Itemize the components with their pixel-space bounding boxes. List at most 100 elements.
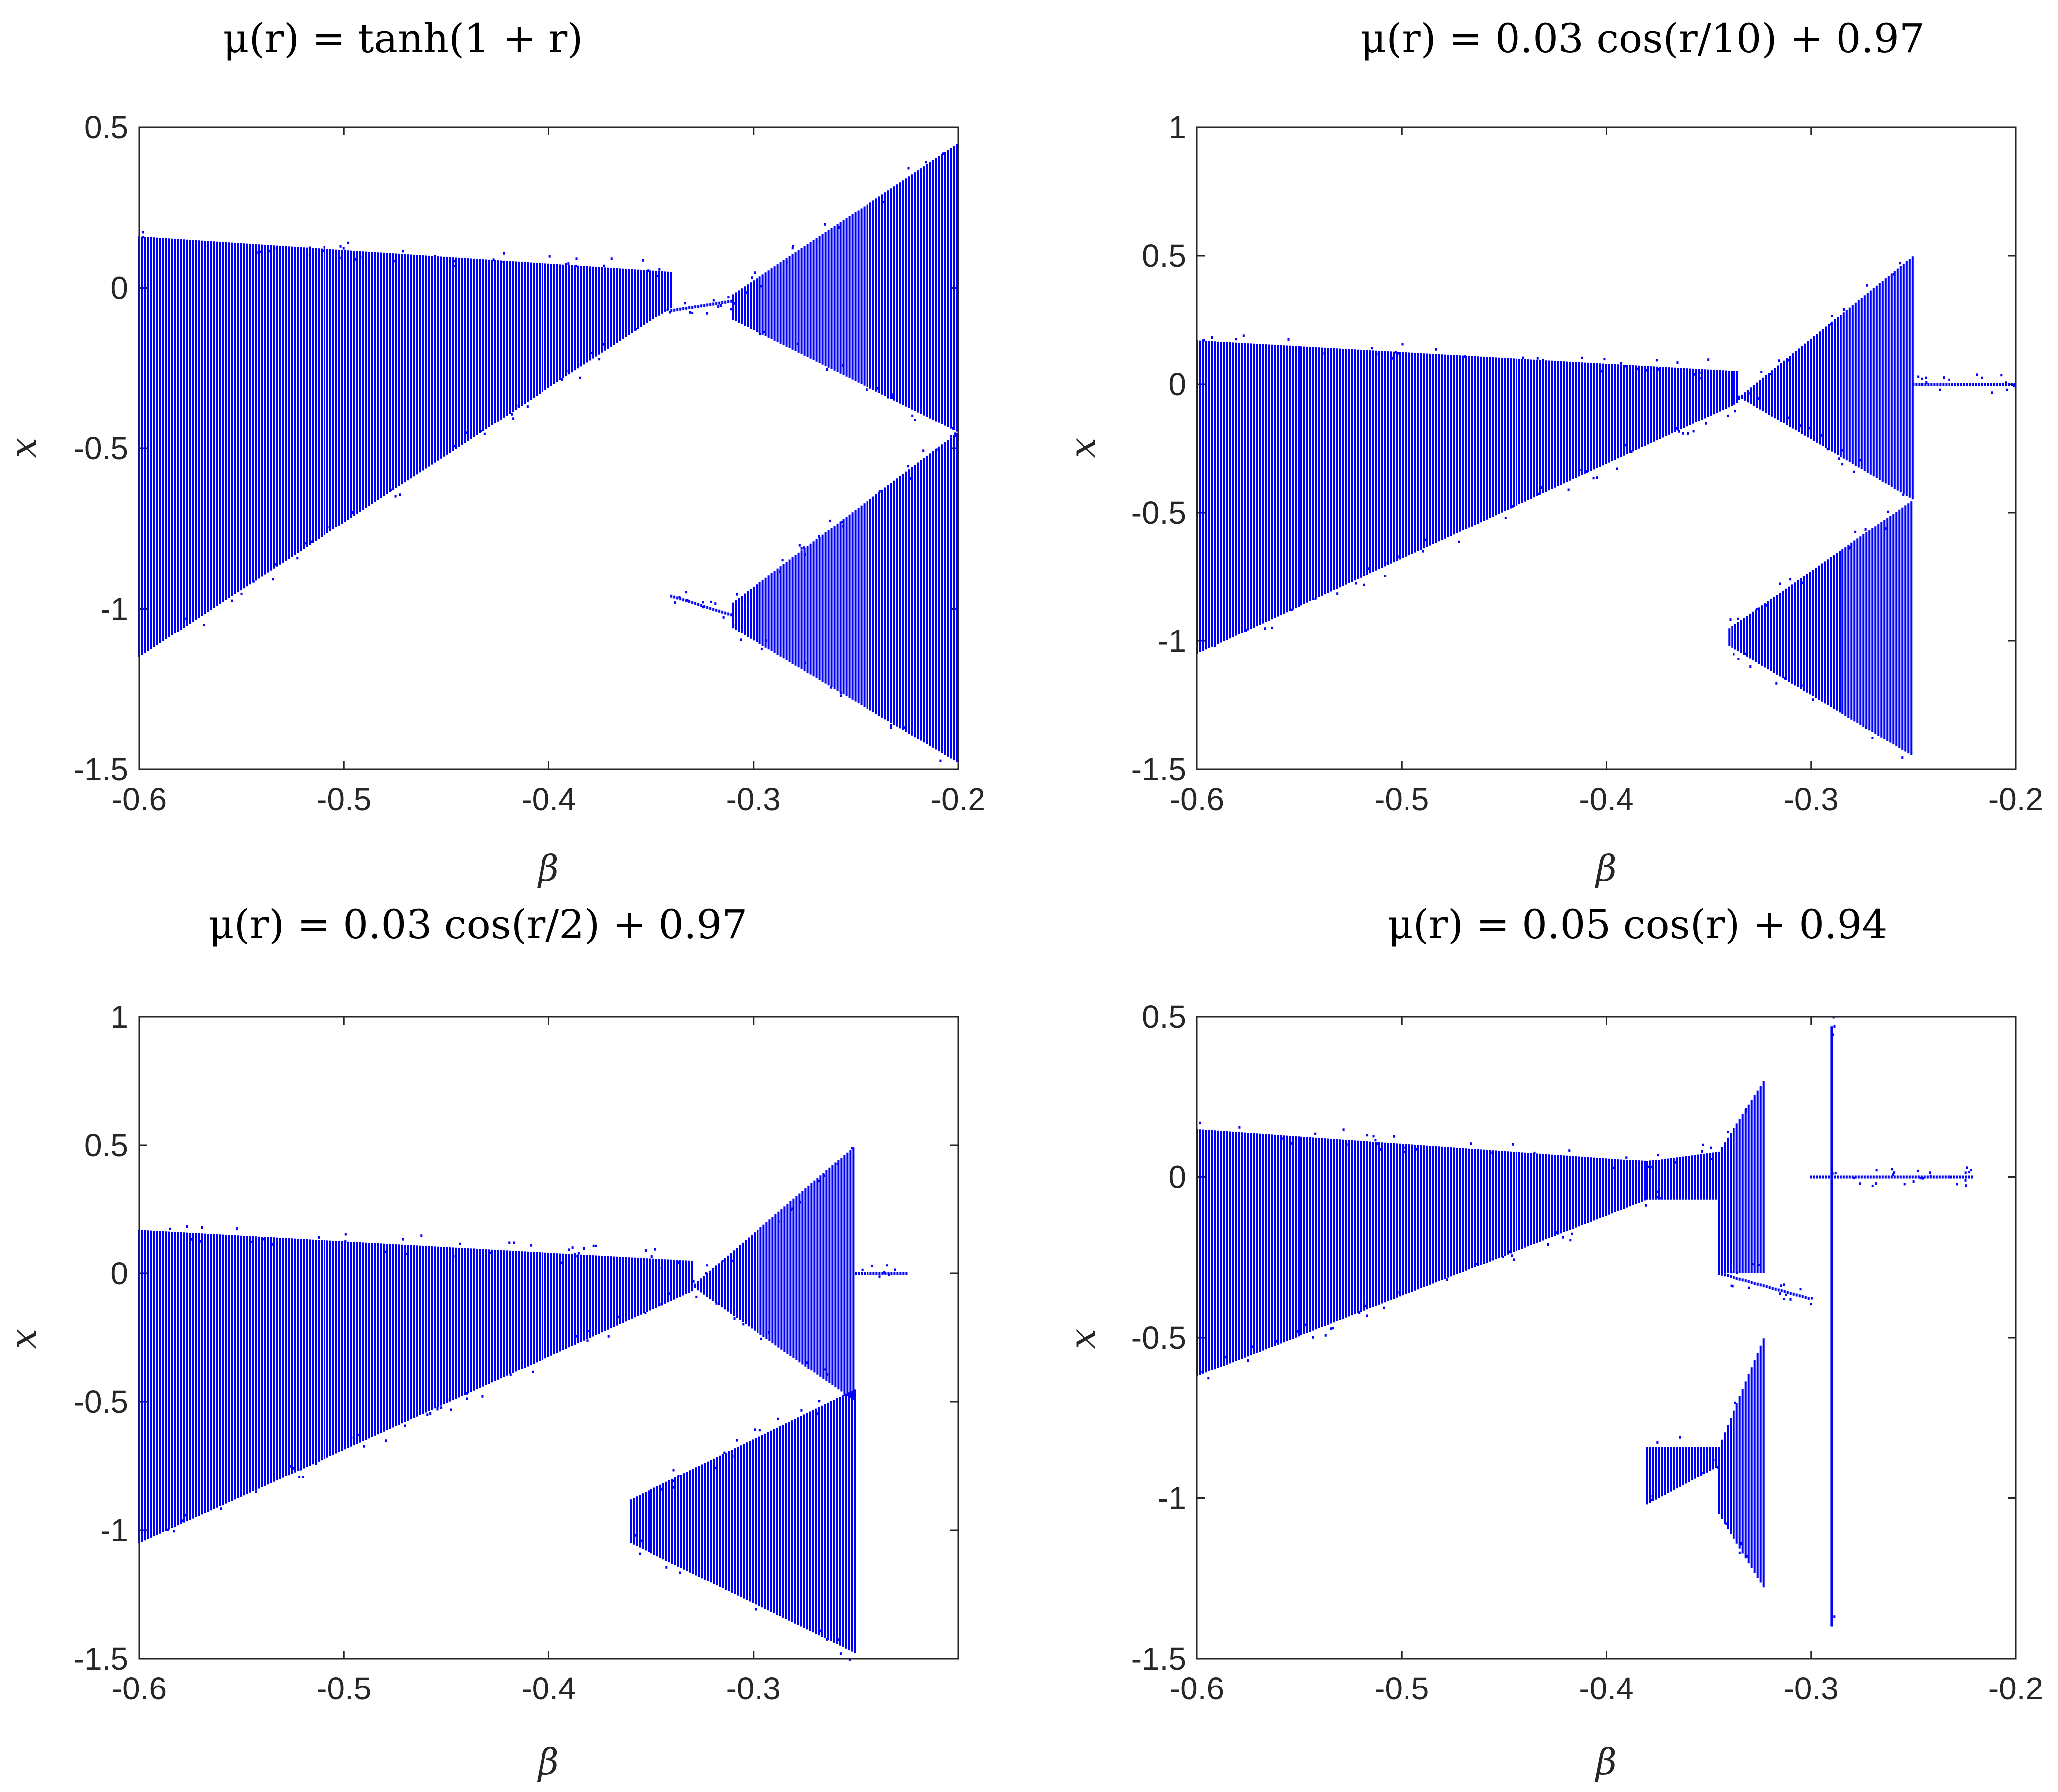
x-tick-label: -0.3: [1784, 1671, 1839, 1706]
scatter-points: [1832, 1016, 1836, 1618]
bifurcation-region: [1718, 1338, 1765, 1588]
scatter-points: [861, 1264, 896, 1278]
y-tick-label: 0: [110, 270, 128, 306]
scatter-points: [734, 435, 952, 762]
x-tick-label: -0.4: [1579, 781, 1633, 817]
y-tick-label: 0.5: [84, 109, 128, 145]
panel-3: μ(r) = 0.03 cos(r/2) + 0.97 -0.6 -0.5 -0.4…: [2, 901, 959, 1783]
bifurcation-region: [670, 299, 733, 312]
scatter-points: [1831, 1166, 1972, 1187]
x-tick-label: -0.4: [521, 1671, 576, 1706]
y-tick-label: -0.5: [1131, 1320, 1186, 1356]
panel-2-ticks: -0.6 -0.5 -0.4 -0.3 -0.2 -1.5 -1 -0.5 0 0.5 1: [1131, 109, 2043, 817]
bifurcation-region: [1718, 1272, 1810, 1300]
y-tick-label: 0: [110, 1256, 128, 1291]
panel-2: μ(r) = 0.03 cos(r/10) + 0.97 -0.6 -0.5 -0.…: [1062, 15, 2043, 889]
y-tick-label: -1.5: [1131, 751, 1186, 787]
y-tick-label: -1: [1158, 1480, 1186, 1516]
panel-4-axes: [1196, 1016, 2017, 1660]
scatter-points: [684, 296, 732, 315]
bifurcation-region: [1810, 1175, 1973, 1179]
panel-3-data: [138, 1147, 908, 1661]
bifurcation-region: [1646, 1152, 1717, 1200]
scatter-points: [674, 591, 725, 619]
y-tick-label: 0.5: [1142, 999, 1186, 1035]
panel-3-ticks: -0.6 -0.5 -0.4 -0.3 -1.5 -1 -0.5 0 0.5 1: [74, 999, 958, 1706]
scatter-points: [1917, 373, 2015, 394]
panel-1: μ(r) = tanh(1 + r) -0.6 -0.5 -0.4 -0.3 -0.2-…: [2, 15, 985, 889]
y-tick-label: -0.5: [74, 430, 128, 466]
panel-2-ylabel: x: [1062, 438, 1103, 458]
scatter-points: [1199, 1121, 1649, 1380]
x-tick-label: -0.3: [1784, 781, 1839, 817]
x-tick-label: -0.4: [1579, 1671, 1633, 1706]
y-tick-label: -1.5: [1131, 1641, 1186, 1677]
bifurcation-region: [1728, 501, 1913, 755]
y-tick-label: 0: [1168, 1160, 1186, 1195]
panel-3-xlabel: β: [537, 1741, 559, 1783]
bifurcation-region: [138, 1230, 693, 1543]
panel-1-title: μ(r) = tanh(1 + r): [223, 15, 583, 62]
y-tick-label: 0.5: [84, 1127, 128, 1163]
x-tick-label: -0.6: [112, 781, 167, 817]
panel-4-data: [1196, 1016, 1973, 1627]
panel-1-ylabel: x: [2, 438, 44, 458]
bifurcation-region: [1646, 1447, 1717, 1505]
panel-1-data: [138, 144, 959, 762]
scatter-points: [1749, 262, 1905, 496]
x-tick-label: -0.5: [1374, 781, 1429, 817]
x-tick-label: -0.3: [726, 1671, 781, 1706]
panel-2-xlabel: β: [1594, 847, 1617, 889]
panel-4: μ(r) = 0.05 cos(r) + 0.94 -0.6 -0.5 -0.4 -0…: [1062, 901, 2043, 1783]
bifurcation-region: [670, 594, 733, 617]
y-tick-label: -1: [100, 591, 128, 627]
scatter-points: [142, 231, 671, 627]
y-tick-label: -1.5: [74, 1641, 128, 1677]
panel-2-axes: [1196, 126, 2017, 770]
x-tick-label: -0.5: [317, 781, 371, 817]
scatter-points: [1202, 334, 1740, 647]
x-tick-label: -0.2: [931, 781, 985, 817]
bifurcation-region: [1196, 1129, 1646, 1376]
panel-1-ticks: -0.6 -0.5 -0.4 -0.3 -0.2 -1.5 -1 -0.5 0 0.5: [74, 109, 985, 817]
panel-1-xlabel: β: [537, 847, 559, 889]
bifurcation-region: [1738, 256, 1914, 500]
panel-2-data: [1196, 256, 2016, 759]
y-tick-label: 0: [1168, 366, 1186, 402]
scatter-points: [692, 1147, 853, 1398]
bifurcation-region: [732, 433, 958, 762]
scatter-points: [1650, 1436, 1719, 1501]
scatter-points: [1730, 1271, 1813, 1306]
panel-2-title: μ(r) = 0.03 cos(r/10) + 0.97: [1360, 15, 1925, 62]
x-tick-label: -0.2: [1988, 1671, 2043, 1706]
bifurcation-region: [138, 236, 672, 657]
y-tick-label: -1: [100, 1512, 128, 1548]
bifurcation-region: [691, 1147, 855, 1400]
bifurcation-region: [630, 1389, 856, 1653]
panel-1-axes: [138, 126, 959, 770]
x-tick-label: -0.6: [1170, 781, 1224, 817]
y-tick-label: -0.5: [74, 1384, 128, 1420]
scatter-points: [1727, 1108, 1760, 1274]
scatter-points: [634, 1393, 851, 1661]
panel-4-xlabel: β: [1594, 1741, 1617, 1783]
panel-4-title: μ(r) = 0.05 cos(r) + 0.94: [1388, 901, 1888, 948]
panel-3-title: μ(r) = 0.03 cos(r/2) + 0.97: [209, 901, 748, 948]
scatter-points: [1729, 510, 1904, 759]
scatter-points: [1724, 1401, 1748, 1558]
x-tick-label: -0.3: [726, 781, 781, 817]
bifurcation-region: [732, 144, 958, 432]
x-tick-label: -0.5: [317, 1671, 371, 1706]
y-tick-label: 1: [1168, 109, 1186, 145]
x-tick-label: -0.5: [1374, 1671, 1429, 1706]
panel-4-ticks: -0.6 -0.5 -0.4 -0.3 -0.2 -1.5 -1 -0.5 0 0.5: [1131, 999, 2043, 1706]
bifurcation-region: [1196, 340, 1738, 654]
y-tick-label: -1: [1158, 623, 1186, 659]
bifurcation-region: [855, 1272, 908, 1275]
y-tick-label: -1.5: [74, 751, 128, 787]
panel-3-axes: [138, 1016, 959, 1660]
x-tick-label: -0.6: [1170, 1671, 1224, 1706]
bifurcation-region: [1718, 1081, 1765, 1273]
scatter-points: [1651, 1143, 1712, 1200]
